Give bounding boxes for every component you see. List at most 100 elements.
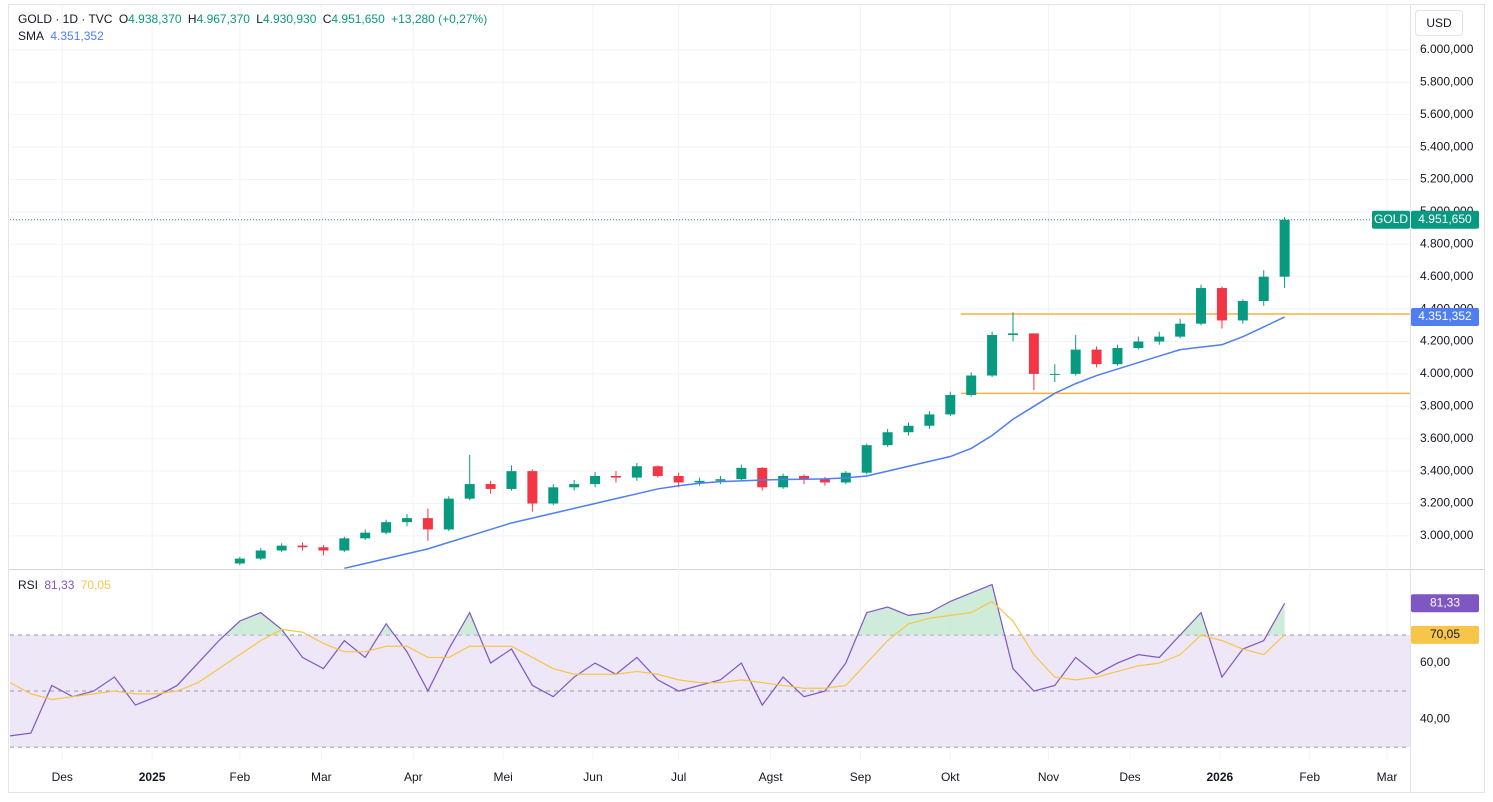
candle-body [1154, 336, 1165, 342]
candle-body [402, 518, 413, 523]
candle-body [234, 558, 245, 564]
candle-body [590, 475, 601, 485]
candle-body [255, 550, 266, 559]
x-tick-label: Agst [759, 770, 784, 784]
candle-body [318, 547, 329, 551]
last-price-badge: 4.951,650 [1418, 212, 1472, 226]
rsi-line [9, 583, 1286, 737]
candle-body [966, 375, 977, 395]
last-price-badge-bg [1411, 210, 1479, 229]
y-tick-label: 4.000,000 [1420, 366, 1474, 380]
candle-body [1216, 288, 1227, 321]
x-tick-label: Mar [1377, 770, 1398, 784]
x-tick-label: Jul [671, 770, 686, 784]
candle-body [924, 414, 935, 426]
y-tick-label: 4.200,000 [1420, 334, 1474, 348]
sma-badge: 4.351,352 [1418, 309, 1472, 323]
rsi-ma-badge: 70,05 [1430, 627, 1460, 641]
candle-body [464, 484, 475, 499]
candle-body [548, 487, 559, 504]
rsi-badge-bg [1411, 594, 1479, 613]
close: 4.951,650 [331, 12, 385, 26]
x-tick-label: Mei [493, 770, 512, 784]
x-tick-label: 2025 [139, 770, 166, 784]
x-tick-label: 2026 [1206, 770, 1233, 784]
currency-button[interactable]: USD [1415, 10, 1463, 36]
candle-body [1091, 349, 1102, 365]
legend-sma: SMA 4.351,352 [18, 29, 107, 43]
candle-body [882, 432, 893, 446]
legend-main: GOLD · 1D · TVC O4.938,370 H4.967,370 L4… [18, 12, 490, 26]
candle-body [694, 480, 705, 483]
y-tick-label: 5.600,000 [1420, 107, 1474, 121]
candle-body [569, 484, 580, 488]
y-tick-label: 5.200,000 [1420, 172, 1474, 186]
y-tick-label: 6.000,000 [1420, 42, 1474, 56]
sma-name: SMA [18, 29, 45, 43]
sma-value: 4.351,352 [50, 29, 104, 43]
y-tick-label: 4.800,000 [1420, 236, 1474, 250]
low: 4.930,930 [262, 12, 317, 26]
candle-body [799, 475, 810, 480]
rsi-name: RSI [18, 578, 39, 592]
y-tick-label: 40,00 [1420, 711, 1450, 725]
y-tick-label: 3.600,000 [1420, 431, 1474, 445]
candle-body [339, 538, 350, 551]
candle-body [1258, 276, 1269, 302]
symbol-badge-bg [1372, 210, 1410, 229]
candle-body [1196, 288, 1207, 324]
rsi-ma-badge-bg [1411, 625, 1479, 644]
rsi-value: 81,33 [44, 578, 75, 592]
y-tick-label: 60,00 [1420, 655, 1450, 669]
high: 4.967,370 [196, 12, 250, 26]
candle-body [360, 532, 371, 539]
legend-rsi: RSI 81,33 70,05 [18, 578, 114, 592]
candle-body [757, 467, 768, 488]
rsi-ma-value: 70,05 [80, 578, 111, 592]
y-tick-label: 3.200,000 [1420, 496, 1474, 510]
candle-body [819, 479, 830, 483]
candle-body [506, 471, 517, 489]
x-tick-label: Apr [404, 770, 423, 784]
candle-body [1007, 333, 1018, 336]
y-tick-label: 5.400,000 [1420, 139, 1474, 153]
x-tick-label: Mar [311, 770, 332, 784]
change: +13,280 (+0,27%) [391, 12, 488, 26]
candle-body [610, 475, 621, 478]
candle-body [861, 445, 872, 473]
candle-body [1279, 219, 1290, 277]
candle-body [422, 518, 433, 530]
candle-body [715, 479, 726, 481]
y-tick-label: 3.000,000 [1420, 528, 1474, 542]
y-tick-label: 5.800,000 [1420, 74, 1474, 88]
x-tick-label: Des [1119, 770, 1140, 784]
candle-body [276, 545, 287, 551]
l-label: L [256, 12, 263, 26]
y-tick-label: 3.400,000 [1420, 463, 1474, 477]
x-tick-label: Jun [583, 770, 602, 784]
y-tick-label: 3.800,000 [1420, 398, 1474, 412]
open: 4.938,370 [128, 12, 182, 26]
candle-body [987, 335, 998, 376]
candle-body [1028, 333, 1039, 374]
c-label: C [322, 12, 332, 26]
frame [8, 4, 1485, 793]
x-tick-label: Feb [230, 770, 251, 784]
candle-body [631, 466, 642, 478]
sma-line [344, 316, 1285, 570]
x-tick-label: Des [52, 770, 73, 784]
rsi-badge: 81,33 [1430, 595, 1460, 609]
candle-body [1070, 349, 1081, 374]
symbol: GOLD · 1D · TVC [18, 12, 113, 26]
x-tick-label: Nov [1038, 770, 1059, 784]
x-tick-label: Sep [850, 770, 872, 784]
sma-badge-bg [1411, 307, 1479, 326]
symbol-badge: GOLD [1374, 212, 1408, 226]
candle-body [1049, 373, 1060, 375]
candle-body [1112, 347, 1123, 365]
candle-body [527, 471, 538, 504]
x-tick-label: Feb [1299, 770, 1320, 784]
y-tick-label: 4.600,000 [1420, 269, 1474, 283]
